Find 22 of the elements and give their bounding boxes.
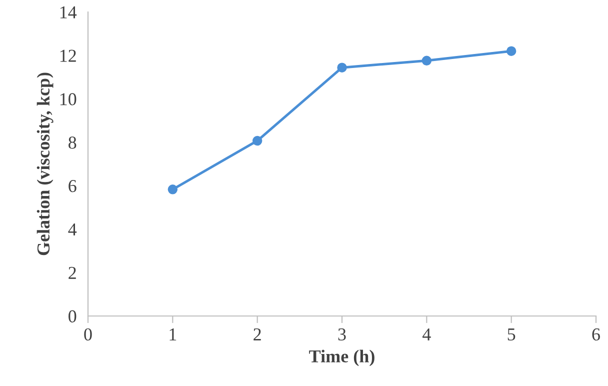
y-tick-label: 12	[60, 50, 76, 62]
x-tick-label: 1	[170, 328, 176, 340]
y-tick-label: 8	[68, 136, 76, 149]
x-tick-label: 6	[592, 328, 600, 341]
y-tick-label: 0	[68, 310, 76, 322]
x-tick-label: 5	[508, 328, 516, 341]
y-tick-label: 2	[68, 266, 76, 279]
x-tick-label: 2	[254, 328, 261, 340]
point	[337, 62, 347, 72]
y-tick-label: 14	[60, 6, 77, 18]
x-tick-label: 4	[422, 328, 431, 340]
point	[506, 46, 516, 56]
x-tick-label: 0	[84, 328, 92, 341]
y-axis-title: Gelation (viscosity, kcp)	[36, 72, 54, 256]
point	[168, 184, 178, 194]
y-tick-label: 4	[68, 224, 77, 236]
point	[252, 136, 262, 146]
x-axis-title: Time (h)	[309, 350, 374, 366]
point	[422, 56, 432, 66]
x-tick-label: 3	[338, 328, 346, 341]
y-tick-label: 6	[68, 180, 76, 192]
y-tick-label: 10	[60, 93, 76, 106]
